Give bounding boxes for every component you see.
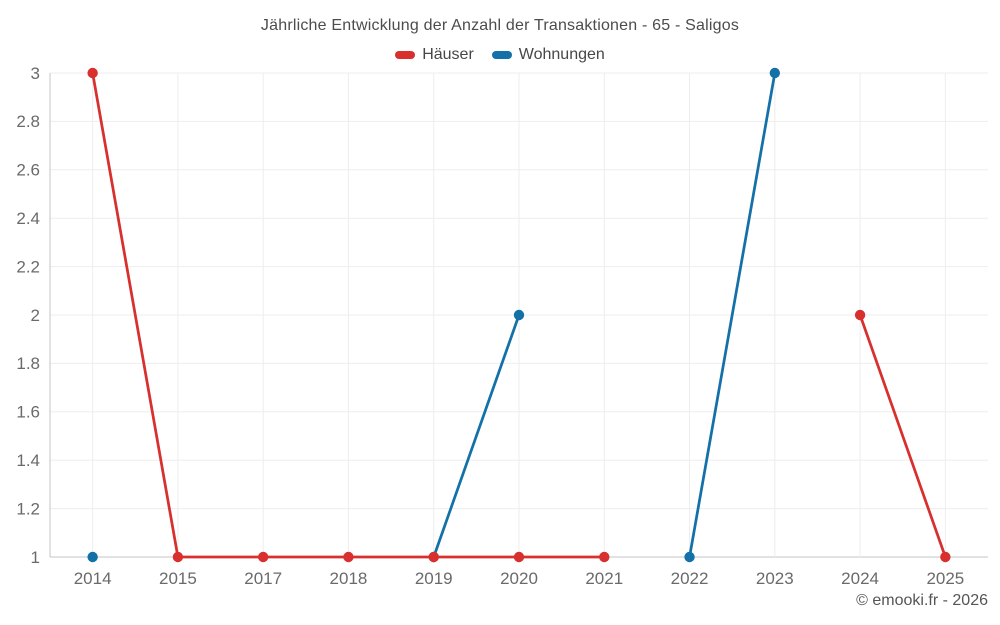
x-tick-label: 2021: [585, 569, 623, 588]
wohnungen-swatch-icon: [491, 51, 512, 59]
x-tick-label: 2023: [756, 569, 794, 588]
x-tick-label: 2022: [671, 569, 709, 588]
x-tick-label: 2018: [330, 569, 368, 588]
series-line-0: [858, 313, 947, 559]
data-point[interactable]: [87, 67, 98, 79]
data-point[interactable]: [599, 551, 610, 563]
data-point[interactable]: [172, 551, 184, 563]
x-tick-label: 2014: [74, 569, 112, 588]
x-tick-label: 2024: [841, 569, 879, 588]
y-tick-label: 2: [31, 306, 40, 325]
data-point[interactable]: [428, 551, 439, 563]
legend-item-wohnungen[interactable]: Wohnungen: [491, 46, 605, 64]
x-tick-label: 2015: [159, 569, 197, 588]
data-point[interactable]: [513, 551, 525, 563]
chart-title: Jährliche Entwicklung der Anzahl der Tra…: [260, 17, 740, 34]
x-tick-label: 2019: [415, 569, 453, 588]
y-tick-label: 1.4: [16, 451, 40, 470]
series-line-1: [432, 313, 521, 559]
copyright: © emooki.fr - 2026: [856, 592, 988, 609]
data-point[interactable]: [513, 309, 525, 321]
y-tick-label: 2.2: [16, 257, 40, 276]
x-tick-label: 2025: [926, 569, 964, 588]
data-point[interactable]: [684, 551, 695, 563]
series-line-1: [688, 71, 777, 559]
y-tick-label: 2.4: [16, 209, 40, 228]
legend-item-hauser[interactable]: Häuser: [395, 46, 474, 64]
x-tick-label: 2020: [500, 569, 538, 588]
y-tick-label: 1.2: [16, 499, 40, 518]
y-tick-label: 3: [31, 64, 40, 83]
data-point[interactable]: [87, 551, 98, 563]
legend-label: Wohnungen: [518, 46, 605, 63]
y-tick-label: 1.6: [16, 403, 40, 422]
hauser-swatch-icon: [395, 51, 416, 59]
chart-legend: Häuser Wohnungen: [0, 46, 1000, 64]
data-point[interactable]: [940, 551, 951, 563]
legend-label: Häuser: [422, 46, 474, 63]
data-point[interactable]: [257, 551, 269, 563]
y-tick-label: 2.6: [16, 161, 40, 180]
x-tick-label: 2017: [244, 569, 282, 588]
y-tick-label: 1: [31, 548, 40, 567]
data-point[interactable]: [769, 67, 781, 79]
y-tick-label: 2.8: [16, 112, 40, 131]
y-tick-label: 1.8: [16, 354, 40, 373]
data-point[interactable]: [343, 551, 354, 563]
data-point[interactable]: [854, 309, 866, 321]
